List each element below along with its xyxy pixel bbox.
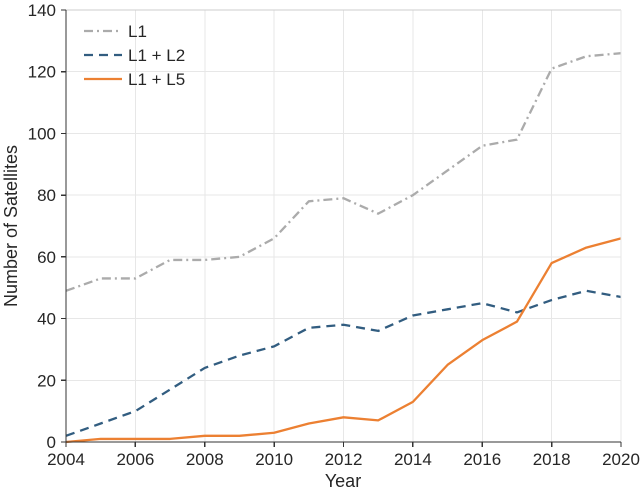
series-line-L1+L2 bbox=[65, 289, 622, 437]
x-tick-label: 2020 bbox=[602, 450, 640, 469]
legend-item: L1 + L5 bbox=[84, 70, 185, 89]
y-tick-label: 40 bbox=[37, 310, 56, 329]
axis-layer bbox=[61, 9, 622, 447]
legend-label: L1 bbox=[128, 22, 147, 41]
y-tick-label: 120 bbox=[28, 63, 56, 82]
x-tick-label: 2006 bbox=[116, 450, 154, 469]
y-tick-label: 0 bbox=[47, 433, 56, 452]
legend-item: L1 bbox=[84, 22, 147, 41]
legend-item: L1 + L2 bbox=[84, 46, 185, 65]
legend-label: L1 + L2 bbox=[128, 46, 185, 65]
series-line-L1+L5 bbox=[65, 237, 622, 444]
y-tick-label: 100 bbox=[28, 124, 56, 143]
x-tick-label: 2018 bbox=[533, 450, 571, 469]
x-tick-label: 2014 bbox=[394, 450, 432, 469]
y-tick-label: 140 bbox=[28, 1, 56, 20]
legend-label: L1 + L5 bbox=[128, 70, 185, 89]
x-axis-label: Year bbox=[325, 471, 361, 491]
y-tick-label: 20 bbox=[37, 371, 56, 390]
legend: L1 L1 + L2 L1 + L5 bbox=[84, 22, 185, 89]
x-tick-label: 2012 bbox=[325, 450, 363, 469]
y-axis-label: Number of Satellites bbox=[1, 145, 21, 307]
y-tick-label: 60 bbox=[37, 248, 56, 267]
x-tick-label: 2010 bbox=[255, 450, 293, 469]
x-tick-label: 2004 bbox=[47, 450, 85, 469]
series-layer bbox=[65, 52, 622, 444]
x-tick-label: 2008 bbox=[186, 450, 224, 469]
y-tick-label: 80 bbox=[37, 186, 56, 205]
tick-label-layer: 2004 2006 2008 2010 2012 2014 2016 2018 2020 0 20 4… bbox=[28, 1, 640, 469]
x-tick-label: 2016 bbox=[463, 450, 501, 469]
series-line-L1 bbox=[65, 52, 622, 292]
